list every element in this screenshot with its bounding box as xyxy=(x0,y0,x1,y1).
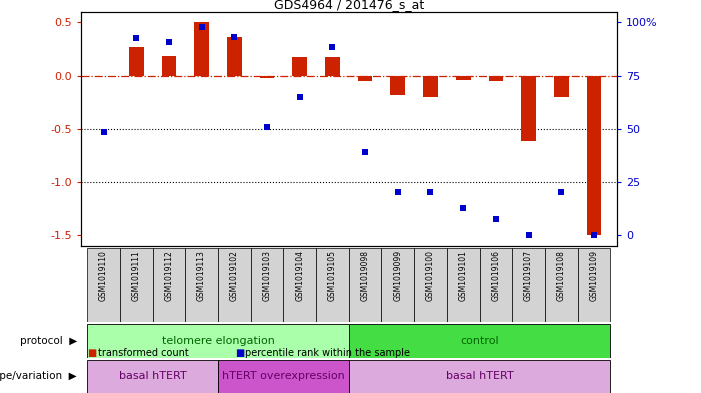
Text: GSM1019108: GSM1019108 xyxy=(557,250,566,301)
Bar xyxy=(283,248,316,322)
Text: hTERT overexpression: hTERT overexpression xyxy=(222,371,345,381)
Text: GSM1019099: GSM1019099 xyxy=(393,250,402,301)
Bar xyxy=(227,37,242,75)
Bar xyxy=(545,248,578,322)
Bar xyxy=(489,75,503,81)
Bar xyxy=(578,248,611,322)
Text: GSM1019105: GSM1019105 xyxy=(328,250,337,301)
Text: GSM1019109: GSM1019109 xyxy=(590,250,599,301)
Bar xyxy=(87,360,218,393)
Bar xyxy=(381,248,414,322)
Bar xyxy=(259,75,274,78)
Text: basal hTERT: basal hTERT xyxy=(446,371,513,381)
Bar xyxy=(358,75,372,81)
Text: control: control xyxy=(461,336,499,346)
Bar xyxy=(390,75,405,95)
Text: GSM1019112: GSM1019112 xyxy=(165,250,173,301)
Text: GSM1019107: GSM1019107 xyxy=(524,250,533,301)
Text: transformed count: transformed count xyxy=(98,348,189,358)
Bar xyxy=(587,75,601,235)
Text: GSM1019106: GSM1019106 xyxy=(491,250,501,301)
Text: GSM1019110: GSM1019110 xyxy=(99,250,108,301)
Text: GSM1019098: GSM1019098 xyxy=(360,250,369,301)
Bar xyxy=(325,57,340,75)
Text: ■: ■ xyxy=(88,348,97,358)
Text: protocol  ▶: protocol ▶ xyxy=(20,336,77,346)
Text: GSM1019100: GSM1019100 xyxy=(426,250,435,301)
Text: percentile rank within the sample: percentile rank within the sample xyxy=(245,348,410,358)
Bar xyxy=(447,248,479,322)
Text: genotype/variation  ▶: genotype/variation ▶ xyxy=(0,371,77,381)
Bar xyxy=(153,248,185,322)
Bar xyxy=(414,248,447,322)
Bar xyxy=(120,248,153,322)
Bar xyxy=(316,248,349,322)
Bar xyxy=(161,57,176,75)
Title: GDS4964 / 201476_s_at: GDS4964 / 201476_s_at xyxy=(273,0,424,11)
Text: GSM1019104: GSM1019104 xyxy=(295,250,304,301)
Bar xyxy=(87,248,120,322)
Text: telomere elongation: telomere elongation xyxy=(161,336,274,346)
Bar xyxy=(456,75,470,80)
Bar xyxy=(292,57,307,75)
Bar xyxy=(185,248,218,322)
Bar xyxy=(522,75,536,141)
Bar xyxy=(87,324,349,358)
Text: GSM1019103: GSM1019103 xyxy=(262,250,271,301)
Bar xyxy=(349,324,611,358)
Bar xyxy=(479,248,512,322)
Text: ■: ■ xyxy=(235,348,244,358)
Text: GSM1019102: GSM1019102 xyxy=(230,250,239,301)
Bar xyxy=(423,75,438,97)
Text: GSM1019101: GSM1019101 xyxy=(458,250,468,301)
Bar xyxy=(218,248,251,322)
Text: basal hTERT: basal hTERT xyxy=(118,371,186,381)
Text: GSM1019113: GSM1019113 xyxy=(197,250,206,301)
Bar xyxy=(129,47,144,75)
Bar xyxy=(218,360,349,393)
Bar xyxy=(554,75,569,97)
Text: GSM1019111: GSM1019111 xyxy=(132,250,141,301)
Bar xyxy=(512,248,545,322)
Bar xyxy=(194,22,209,75)
Bar xyxy=(251,248,283,322)
Bar xyxy=(349,360,611,393)
Bar xyxy=(349,248,381,322)
